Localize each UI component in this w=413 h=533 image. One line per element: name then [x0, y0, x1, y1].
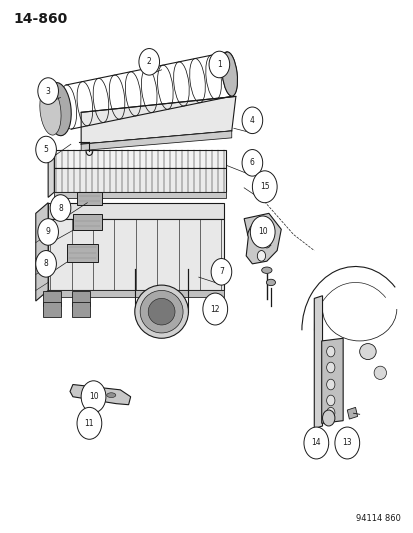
Text: 3: 3 — [45, 86, 50, 95]
Text: 7: 7 — [218, 268, 223, 276]
Text: 9: 9 — [45, 228, 50, 237]
Polygon shape — [54, 168, 225, 192]
Circle shape — [262, 237, 270, 248]
Polygon shape — [244, 213, 280, 264]
Text: 2: 2 — [147, 58, 151, 66]
Polygon shape — [48, 203, 223, 219]
Text: 6: 6 — [249, 158, 254, 167]
Polygon shape — [54, 192, 225, 198]
Circle shape — [334, 427, 359, 459]
Circle shape — [250, 216, 274, 248]
Circle shape — [326, 395, 334, 406]
Text: 8: 8 — [58, 204, 63, 213]
Circle shape — [326, 362, 334, 373]
Circle shape — [257, 251, 265, 261]
Ellipse shape — [135, 285, 188, 338]
Polygon shape — [321, 338, 342, 423]
Ellipse shape — [266, 279, 275, 286]
Circle shape — [211, 259, 231, 285]
Circle shape — [139, 49, 159, 75]
FancyBboxPatch shape — [72, 292, 90, 306]
Text: 14: 14 — [311, 439, 320, 448]
Ellipse shape — [40, 86, 61, 135]
Ellipse shape — [46, 83, 71, 136]
FancyBboxPatch shape — [43, 302, 61, 317]
Circle shape — [252, 171, 276, 203]
Circle shape — [326, 407, 334, 418]
FancyBboxPatch shape — [73, 214, 102, 230]
Ellipse shape — [148, 298, 175, 325]
Polygon shape — [36, 203, 48, 301]
Text: 8: 8 — [44, 260, 48, 268]
Circle shape — [326, 379, 334, 390]
Circle shape — [77, 407, 102, 439]
Text: 5: 5 — [43, 145, 48, 154]
Polygon shape — [347, 407, 357, 419]
Circle shape — [242, 107, 262, 134]
Circle shape — [81, 381, 106, 413]
Circle shape — [38, 219, 58, 245]
Text: 15: 15 — [259, 182, 269, 191]
Circle shape — [50, 195, 71, 221]
Text: 12: 12 — [210, 304, 219, 313]
Ellipse shape — [107, 393, 116, 398]
Circle shape — [326, 346, 334, 357]
Text: 4: 4 — [249, 116, 254, 125]
Circle shape — [38, 78, 58, 104]
Text: 13: 13 — [342, 439, 351, 448]
Ellipse shape — [140, 290, 183, 333]
Polygon shape — [313, 296, 322, 429]
Circle shape — [242, 150, 262, 176]
Circle shape — [322, 410, 334, 426]
Polygon shape — [81, 131, 231, 151]
Ellipse shape — [221, 52, 237, 96]
Text: 1: 1 — [216, 60, 221, 69]
Polygon shape — [48, 150, 54, 197]
FancyBboxPatch shape — [43, 292, 61, 306]
Ellipse shape — [359, 344, 375, 360]
FancyBboxPatch shape — [72, 302, 90, 317]
Ellipse shape — [373, 366, 386, 379]
Circle shape — [258, 223, 266, 233]
Polygon shape — [81, 96, 235, 144]
Text: 94114 860: 94114 860 — [355, 514, 400, 523]
Polygon shape — [70, 384, 131, 405]
FancyBboxPatch shape — [77, 192, 102, 205]
Circle shape — [303, 427, 328, 459]
Text: 10: 10 — [257, 228, 267, 237]
Polygon shape — [48, 219, 223, 290]
Circle shape — [209, 51, 229, 78]
Ellipse shape — [92, 406, 99, 411]
FancyBboxPatch shape — [66, 244, 97, 262]
Circle shape — [36, 136, 56, 163]
Text: 11: 11 — [84, 419, 94, 428]
Text: 14-860: 14-860 — [13, 12, 67, 27]
Circle shape — [202, 293, 227, 325]
Polygon shape — [54, 150, 225, 168]
Text: 10: 10 — [88, 392, 98, 401]
Circle shape — [36, 251, 56, 277]
Polygon shape — [48, 290, 223, 297]
Ellipse shape — [261, 267, 271, 273]
Ellipse shape — [96, 392, 105, 397]
